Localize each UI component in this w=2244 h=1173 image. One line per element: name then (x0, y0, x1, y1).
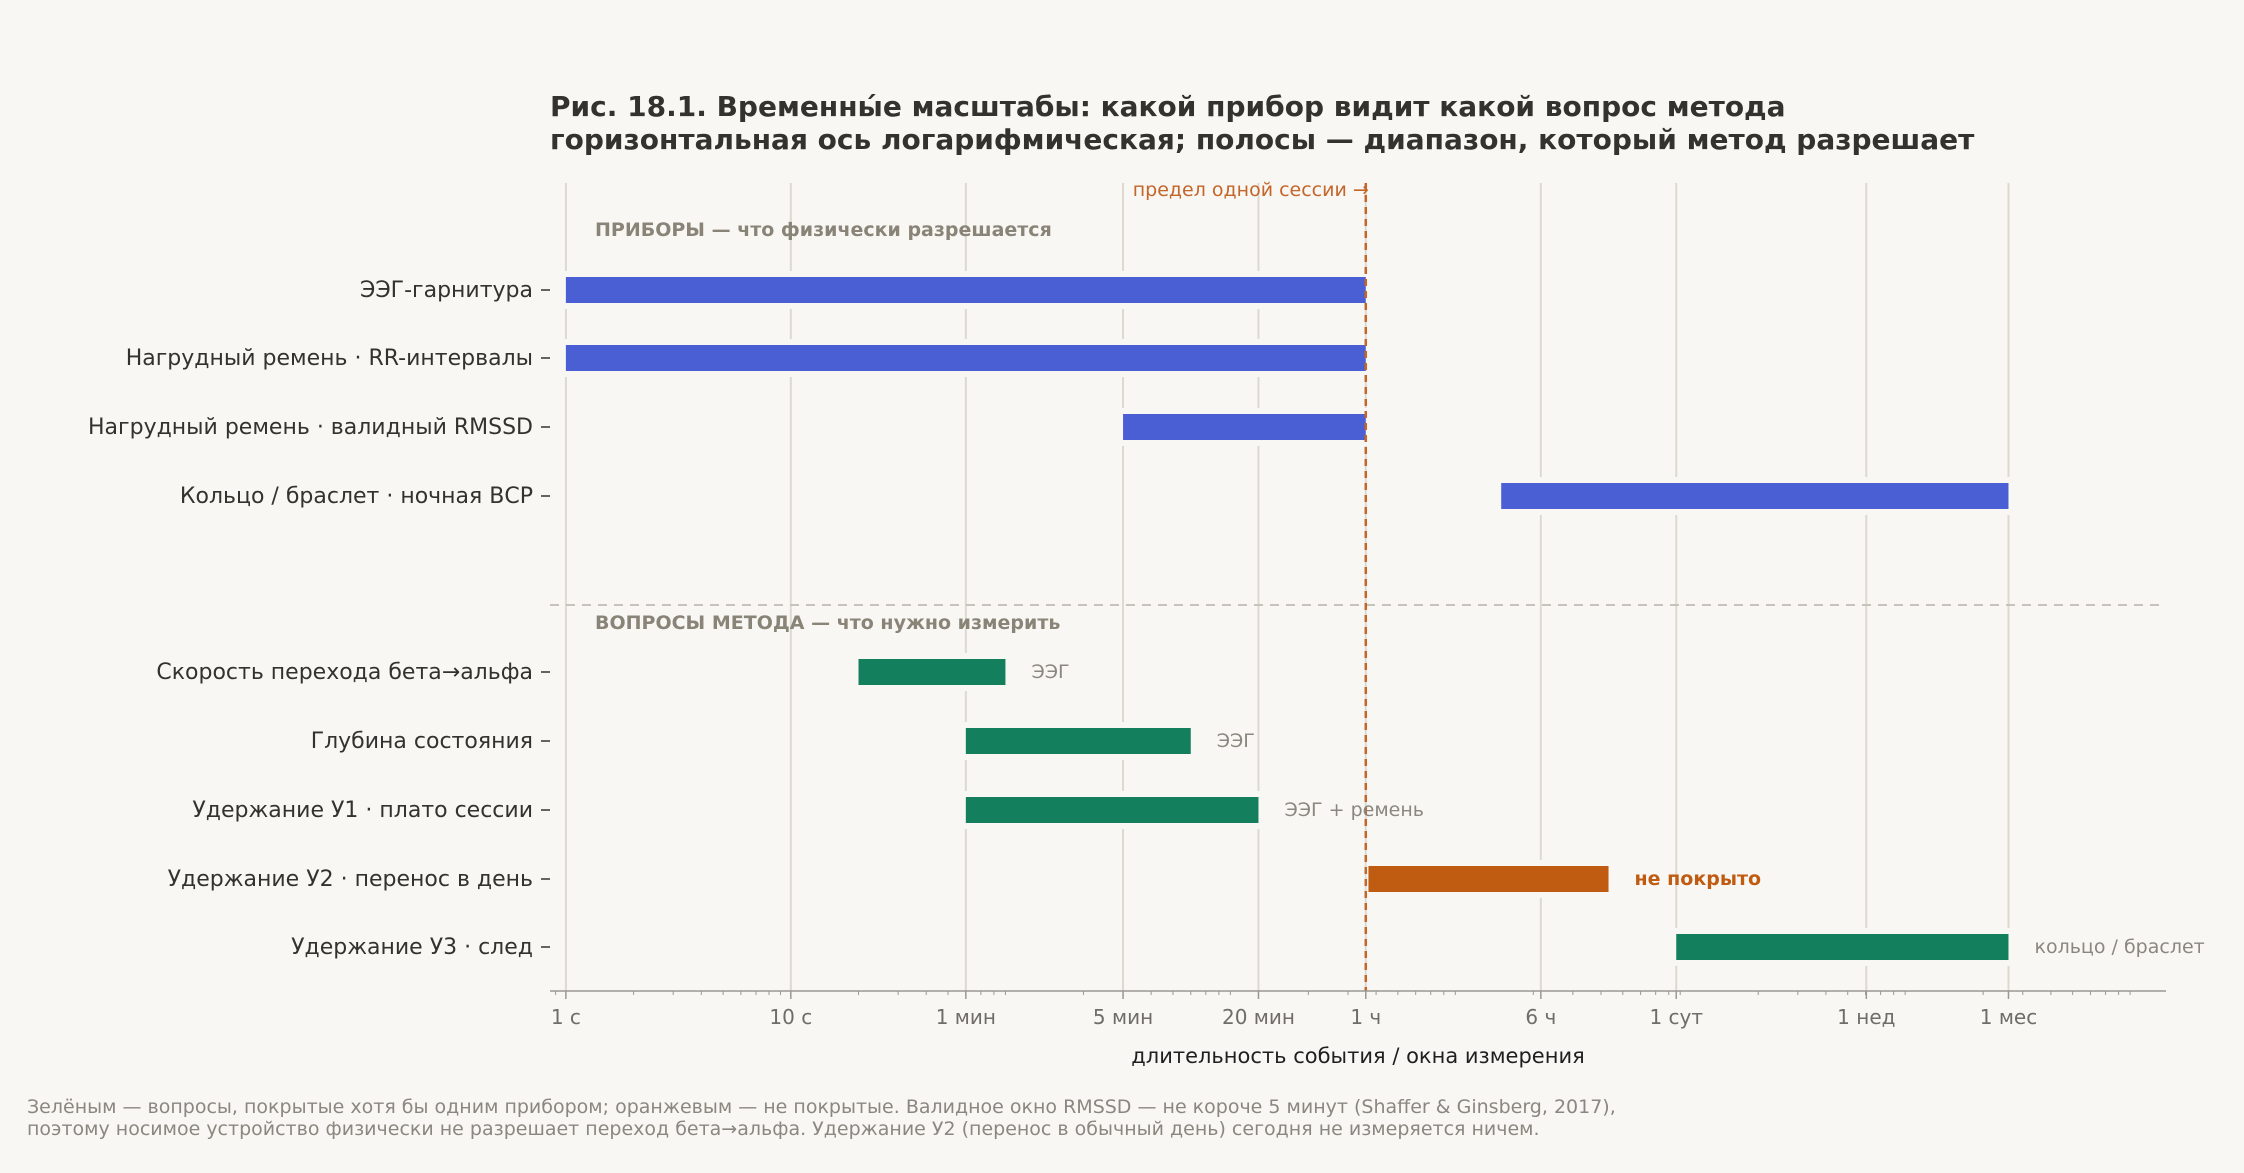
row-label: Удержание У2 · перенос в день (168, 867, 533, 892)
range-bar (565, 345, 1366, 371)
range-bar (565, 277, 1366, 303)
footnote-line-2: поэтому носимое устройство физически не … (27, 1118, 1540, 1140)
x-tick-label: 10 с (769, 1005, 812, 1029)
x-tick-label: 1 с (551, 1005, 581, 1029)
x-tick-label: 20 мин (1222, 1005, 1295, 1029)
footnote: Зелёным — вопросы, покрытые хотя бы одни… (27, 1096, 1927, 1140)
row-label: Удержание У3 · след (291, 935, 533, 960)
range-bar (858, 659, 1006, 685)
x-tick-label: 1 нед (1837, 1005, 1895, 1029)
bar-notes: ЭЭГ ЭЭГ ЭЭГ + ремень не покрыто кольцо / бра… (1031, 661, 2204, 958)
row-label: Кольцо / браслет · ночная ВСР (180, 484, 533, 509)
bar-note: ЭЭГ (1217, 730, 1255, 752)
group-label-devices: ПРИБОРЫ — что физически разрешается (595, 219, 1052, 241)
row-label: Удержание У1 · плато сессии (192, 798, 533, 823)
row-label: Нагрудный ремень · RR-интервалы (126, 346, 533, 371)
bar-note: кольцо / браслет (2034, 936, 2204, 958)
range-bar (1368, 866, 1609, 892)
x-axis-label: длительность события / окна измерения (1131, 1044, 1584, 1068)
x-tick-label: 6 ч (1525, 1005, 1556, 1029)
range-bar (1123, 414, 1366, 440)
session-limit-label: предел одной сессии → (1133, 179, 1369, 201)
chart-title: Рис. 18.1. Временны́е масштабы: какой пр… (550, 90, 1786, 123)
row-label: ЭЭГ-гарнитура (360, 278, 533, 303)
range-bar (965, 797, 1259, 823)
range-bar (1676, 934, 2009, 960)
range-bar (965, 728, 1191, 754)
row-label: Нагрудный ремень · валидный RMSSD (88, 415, 533, 440)
range-bar (1501, 483, 2009, 509)
x-tick-label: 1 сут (1649, 1005, 1703, 1029)
x-tick-label: 1 мес (1980, 1005, 2037, 1029)
x-axis: 1 с 10 с 1 мин 5 мин 20 мин 1 ч 6 ч 1 сут 1 нед 1… (550, 990, 2166, 1029)
chart-subtitle: горизонтальная ось логарифмическая; поло… (550, 123, 1975, 156)
bar-note: ЭЭГ + ремень (1284, 799, 1424, 821)
bar-note: ЭЭГ (1031, 661, 1069, 683)
row-label: Глубина состояния (311, 729, 533, 754)
bar-note: не покрыто (1635, 868, 1762, 890)
row-label: Скорость перехода бета→альфа (156, 660, 533, 685)
x-tick-label: 1 ч (1350, 1005, 1381, 1029)
group-label-questions: ВОПРОСЫ МЕТОДА — что нужно измерить (595, 612, 1060, 634)
x-tick-label: 5 мин (1093, 1005, 1153, 1029)
x-tick-label: 1 мин (936, 1005, 996, 1029)
row-labels: ЭЭГ-гарнитура Нагрудный ремень · RR-интер… (88, 278, 550, 960)
footnote-line-1: Зелёным — вопросы, покрытые хотя бы одни… (27, 1096, 1616, 1118)
range-bars (563, 271, 2011, 966)
